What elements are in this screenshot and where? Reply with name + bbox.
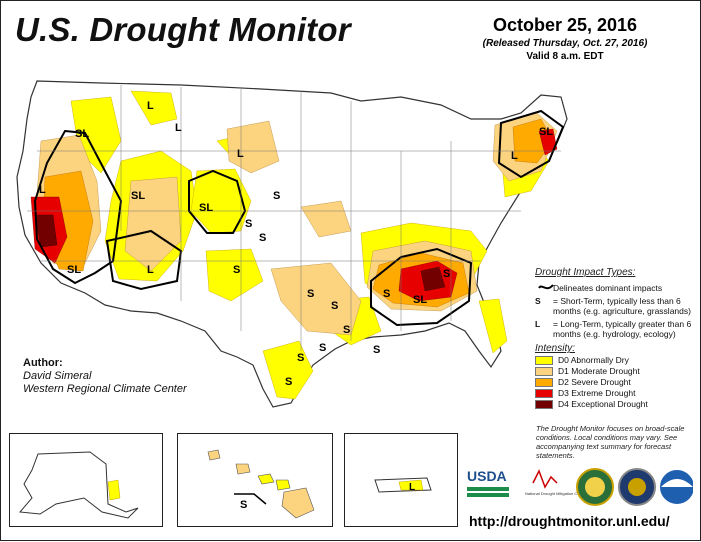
map-label-hi-s: S — [240, 499, 247, 511]
page-title: U.S. Drought Monitor — [15, 11, 351, 48]
puerto-rico-inset: L — [344, 433, 458, 527]
usda-text: USDA — [467, 468, 507, 484]
logos-svg: USDA National Drought Mitigation Center — [467, 468, 696, 506]
ndmc-logo: National Drought Mitigation Center — [525, 469, 587, 496]
intensity-row: D1 Moderate Drought — [535, 366, 695, 376]
map-label-nv-sl: SL — [131, 190, 145, 202]
map-label-west-sl: SL — [75, 128, 89, 140]
map-label-se-s: S — [383, 288, 390, 300]
map-label-ne-sl: SL — [539, 126, 553, 138]
noaa-seal — [658, 468, 696, 506]
map-label-la-s: S — [373, 344, 380, 356]
map-date: October 25, 2016 — [492, 15, 638, 35]
released-date: (Released Thursday, Oct. 27, 2016) — [482, 38, 648, 49]
alaska-map — [18, 451, 139, 519]
intensity-row: D0 Abnormally Dry — [535, 355, 695, 365]
map-label-ok-s: S — [331, 300, 338, 312]
map-label-wy-sl: SL — [199, 202, 213, 214]
map-label-tx-s4: S — [285, 376, 292, 388]
short-term-symbol: S — [535, 296, 541, 306]
map-label-ca-sl: SL — [67, 264, 81, 276]
map-label-pr-l: L — [409, 482, 415, 493]
hawaii-inset: S — [177, 433, 333, 527]
agency-logos: USDA National Drought Mitigation Center — [463, 463, 696, 513]
map-label-dak-l: L — [237, 148, 244, 160]
intensity-heading: Intensity: — [535, 343, 576, 354]
map-label-ne-s: S — [273, 190, 280, 202]
date-block: October 25, 2016 (Released Thursday, Oct… — [470, 15, 660, 62]
puerto-rico-map: L — [374, 477, 432, 493]
map-label-gulf-s: S — [343, 324, 350, 336]
intensity-swatch — [535, 355, 553, 365]
intensity-row: D2 Severe Drought — [535, 377, 695, 387]
intensity-swatch — [535, 388, 553, 398]
intensity-list: D0 Abnormally Dry D1 Moderate Drought D2 S… — [535, 355, 695, 409]
map-label-tx-s3: S — [319, 342, 326, 354]
legend: Drought Impact Types: Delineates dominan… — [535, 267, 695, 409]
intensity-swatch — [535, 366, 553, 376]
map-label-ut-l: L — [147, 264, 154, 276]
intensity-row: D3 Extreme Drought — [535, 388, 695, 398]
website-url: http://droughtmonitor.unl.edu/ — [469, 513, 670, 529]
map-label-mt-l2: L — [175, 122, 182, 134]
intensity-label: D1 Moderate Drought — [558, 366, 640, 376]
impact-heading: Drought Impact Types: — [535, 267, 636, 278]
map-label-ca-l: L — [39, 184, 46, 196]
map-label-co-s2: S — [259, 232, 266, 244]
forecast-note: The Drought Monitor focuses on broad-sca… — [536, 424, 685, 460]
intensity-row: D4 Exceptional Drought — [535, 399, 695, 409]
author-block: Author: David Simeral Western Regional C… — [23, 357, 187, 396]
map-label-tx-s: S — [307, 288, 314, 300]
impact-line-sample — [538, 284, 554, 290]
legend-long-term-text: = Long-Term, typically greater than 6 mo… — [553, 319, 692, 339]
alaska-inset — [9, 433, 163, 527]
map-label-co-s: S — [245, 218, 252, 230]
map-label-tx-s2: S — [297, 352, 304, 364]
intensity-swatch — [535, 399, 553, 409]
long-term-symbol: L — [535, 319, 541, 329]
intensity-label: D3 Extreme Drought — [558, 388, 636, 398]
legend-delineates: Delineates dominant impacts — [535, 283, 695, 293]
map-label-ne-l: L — [511, 150, 518, 162]
unl-seal — [576, 468, 614, 506]
ndmc-text: National Drought Mitigation Center — [525, 491, 587, 496]
valid-time: Valid 8 a.m. EDT — [526, 51, 604, 62]
usda-logo: USDA — [467, 468, 509, 497]
intensity-swatch — [535, 377, 553, 387]
legend-long-term: L = Long-Term, typically greater than 6 … — [535, 319, 695, 339]
impact-labels: SL L SL SL L L L SL L S S S S S S S S S … — [39, 100, 553, 388]
impact-boundaries — [33, 109, 565, 327]
hawaii-map: S — [207, 449, 315, 519]
map-label-nm-s: S — [233, 264, 240, 276]
map-label-mt-l: L — [147, 100, 154, 112]
d4-areas — [34, 214, 446, 292]
intensity-label: D2 Severe Drought — [558, 377, 631, 387]
legend-delineates-text: Delineates dominant impacts — [553, 283, 663, 293]
legend-short-term-text: = Short-Term, typically less than 6 mont… — [553, 296, 691, 316]
intensity-label: D4 Exceptional Drought — [558, 399, 648, 409]
author-org: Western Regional Climate Center — [23, 383, 187, 395]
state-lines — [27, 85, 561, 351]
author-name: David Simeral — [23, 370, 92, 382]
legend-short-term: S = Short-Term, typically less than 6 mo… — [535, 296, 695, 316]
intensity-label: D0 Abnormally Dry — [558, 355, 629, 365]
map-label-se-sl: SL — [413, 294, 427, 306]
doc-seal — [618, 468, 656, 506]
map-label-se-s2: S — [443, 268, 450, 280]
author-heading: Author: — [23, 357, 63, 369]
